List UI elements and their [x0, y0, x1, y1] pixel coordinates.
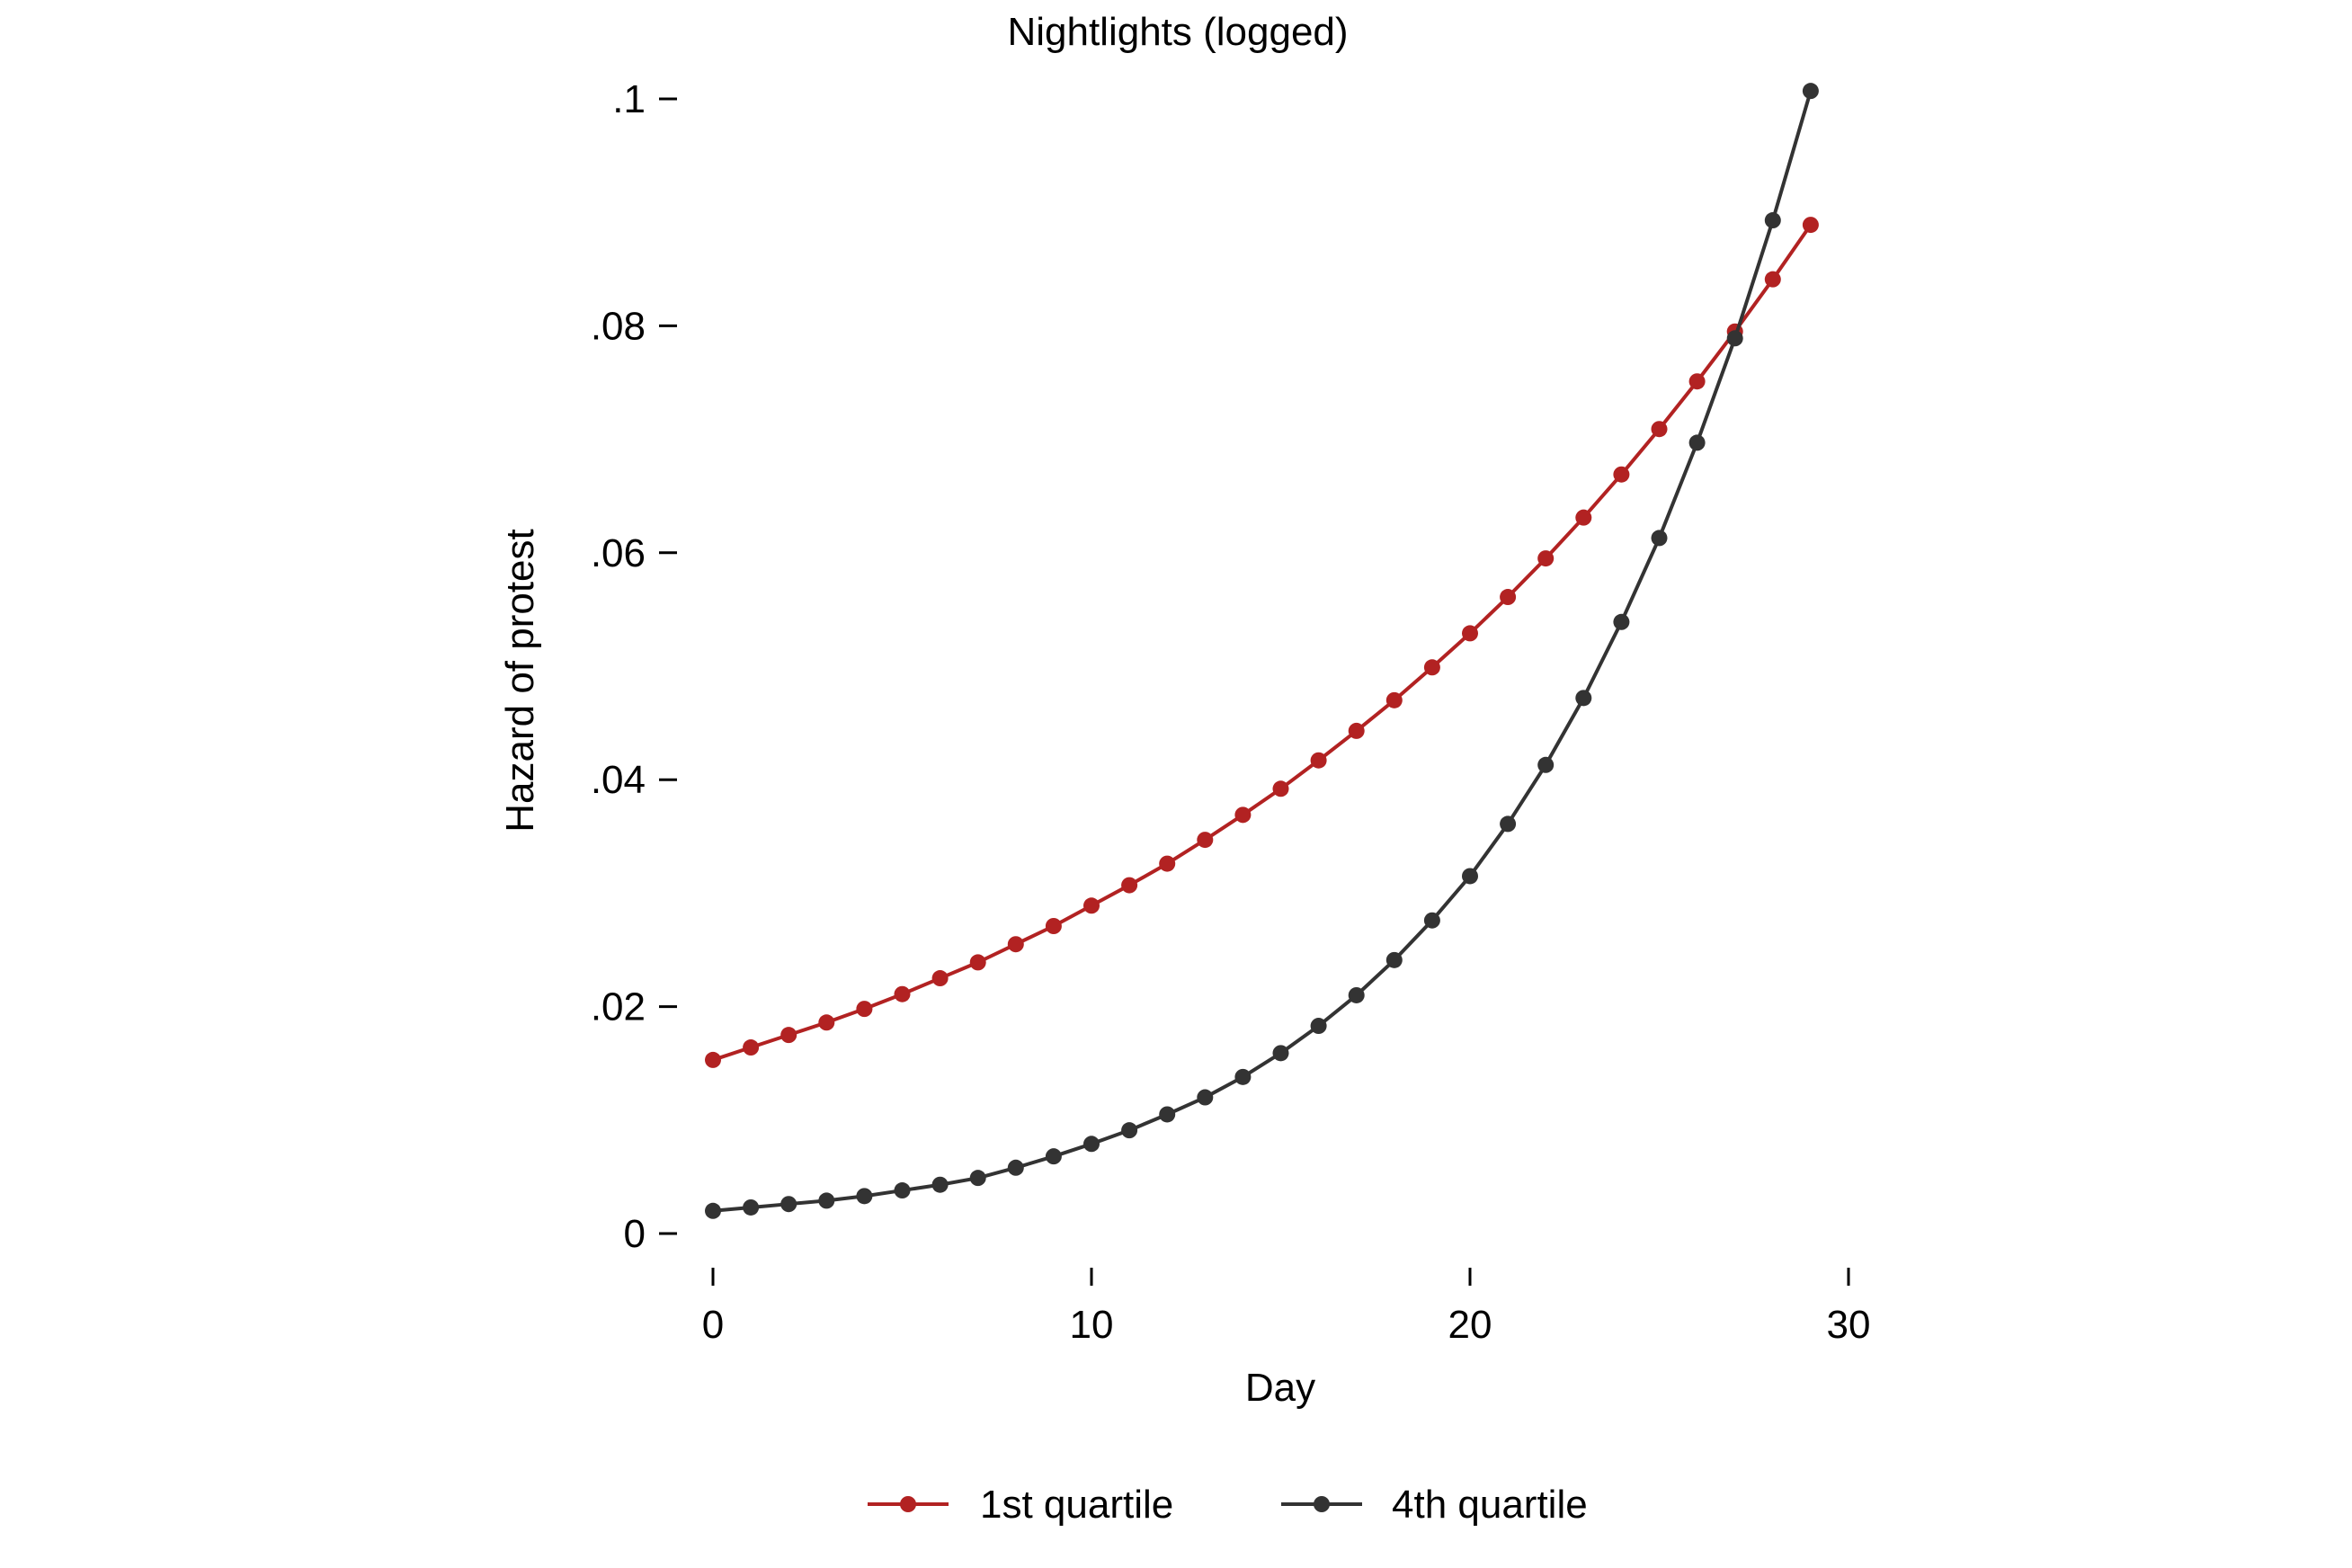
data-point	[1007, 936, 1024, 953]
data-point	[1121, 877, 1138, 894]
data-point	[1159, 1106, 1176, 1123]
data-point	[894, 1182, 911, 1199]
legend-swatch-marker	[1314, 1496, 1330, 1512]
data-point	[1423, 912, 1440, 929]
data-point	[743, 1039, 760, 1056]
data-point	[1045, 917, 1062, 934]
data-point	[1385, 691, 1403, 708]
chart-title: Nightlights (logged)	[1007, 10, 1348, 54]
data-point	[969, 954, 986, 971]
legend-item: 4th quartile	[1281, 1483, 1588, 1527]
data-point	[969, 1170, 986, 1187]
data-point	[1726, 330, 1743, 347]
data-point	[1651, 530, 1668, 547]
data-point	[1537, 756, 1555, 773]
data-point	[743, 1198, 760, 1216]
data-point	[1802, 83, 1819, 100]
data-point	[818, 1192, 835, 1209]
data-point	[1651, 421, 1668, 438]
data-point	[931, 970, 949, 987]
data-point	[1500, 815, 1517, 833]
series-line	[712, 90, 1813, 1213]
x-tick-label: 20	[1448, 1303, 1492, 1347]
data-point	[818, 1014, 835, 1031]
data-point	[856, 1188, 873, 1205]
legend-swatch-marker	[900, 1496, 916, 1512]
data-point	[894, 985, 911, 1002]
y-tick-label: .1	[612, 77, 646, 121]
plot-series	[705, 83, 1819, 1219]
data-point	[1613, 613, 1630, 630]
data-point	[1272, 1045, 1289, 1062]
data-point	[856, 1001, 873, 1018]
data-point	[1764, 271, 1781, 288]
series-1	[705, 217, 1819, 1068]
data-point	[1234, 806, 1252, 824]
data-point	[1613, 466, 1630, 483]
data-point	[1348, 986, 1365, 1003]
data-point	[1764, 212, 1781, 229]
data-point	[705, 1202, 721, 1219]
data-point	[1423, 659, 1440, 676]
y-tick-label: .02	[591, 985, 646, 1029]
x-axis-title: Day	[1245, 1366, 1315, 1410]
data-point	[1688, 434, 1706, 451]
data-point	[1045, 1148, 1062, 1165]
data-point	[780, 1196, 797, 1213]
data-point	[1272, 780, 1289, 797]
data-point	[1007, 1159, 1024, 1176]
x-tick-label: 10	[1070, 1303, 1114, 1347]
data-point	[1197, 1089, 1214, 1106]
data-point	[780, 1027, 797, 1044]
y-tick-label: .08	[591, 304, 646, 348]
data-point	[1083, 1136, 1100, 1153]
y-tick-label: .06	[591, 531, 646, 575]
y-axis: 0 .02 .04 .06 .08 .1	[591, 77, 677, 1256]
y-tick-label: 0	[624, 1212, 646, 1256]
legend-label: 1st quartile	[980, 1483, 1173, 1527]
data-point	[1575, 509, 1592, 526]
y-tick-label: .04	[591, 758, 646, 802]
data-point	[1310, 752, 1327, 769]
data-point	[1802, 217, 1819, 234]
data-point	[1537, 550, 1555, 567]
legend-item: 1st quartile	[868, 1483, 1173, 1527]
series-2	[705, 83, 1819, 1219]
data-point	[1197, 832, 1214, 849]
data-point	[1159, 855, 1176, 872]
legend-label: 4th quartile	[1392, 1483, 1588, 1527]
y-axis-title: Hazard of protest	[498, 529, 542, 833]
x-axis: 0 10 20 30	[702, 1268, 1871, 1347]
data-point	[1500, 589, 1517, 606]
x-tick-label: 0	[702, 1303, 724, 1347]
data-point	[1688, 373, 1706, 390]
data-point	[931, 1176, 949, 1193]
x-tick-label: 30	[1827, 1303, 1871, 1347]
data-point	[705, 1051, 721, 1068]
data-point	[1310, 1018, 1327, 1035]
data-point	[1462, 625, 1478, 642]
data-point	[1348, 722, 1365, 739]
legend: 1st quartile 4th quartile	[868, 1483, 1588, 1527]
data-point	[1121, 1122, 1138, 1139]
data-point	[1385, 951, 1403, 968]
data-point	[1083, 897, 1100, 914]
data-point	[1462, 868, 1478, 885]
data-point	[1575, 690, 1592, 707]
data-point	[1234, 1068, 1252, 1085]
series-line	[712, 223, 1813, 1062]
